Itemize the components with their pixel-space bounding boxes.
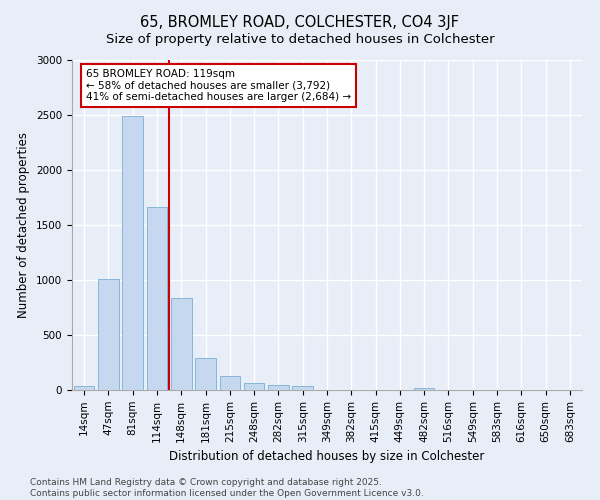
Bar [98,280,119,390]
Bar [414,388,434,390]
Bar [146,207,167,390]
Bar [122,116,143,390]
Bar [195,358,216,390]
Bar [171,298,191,390]
Y-axis label: Number of detached properties: Number of detached properties [17,132,31,318]
Bar [220,376,240,390]
X-axis label: Distribution of detached houses by size in Colchester: Distribution of detached houses by size … [169,450,485,463]
Text: Contains HM Land Registry data © Crown copyright and database right 2025.
Contai: Contains HM Land Registry data © Crown c… [30,478,424,498]
Bar [244,384,265,390]
Text: 65 BROMLEY ROAD: 119sqm
← 58% of detached houses are smaller (3,792)
41% of semi: 65 BROMLEY ROAD: 119sqm ← 58% of detache… [86,69,351,102]
Bar [268,385,289,390]
Text: Size of property relative to detached houses in Colchester: Size of property relative to detached ho… [106,32,494,46]
Bar [292,386,313,390]
Bar [74,386,94,390]
Text: 65, BROMLEY ROAD, COLCHESTER, CO4 3JF: 65, BROMLEY ROAD, COLCHESTER, CO4 3JF [140,15,460,30]
